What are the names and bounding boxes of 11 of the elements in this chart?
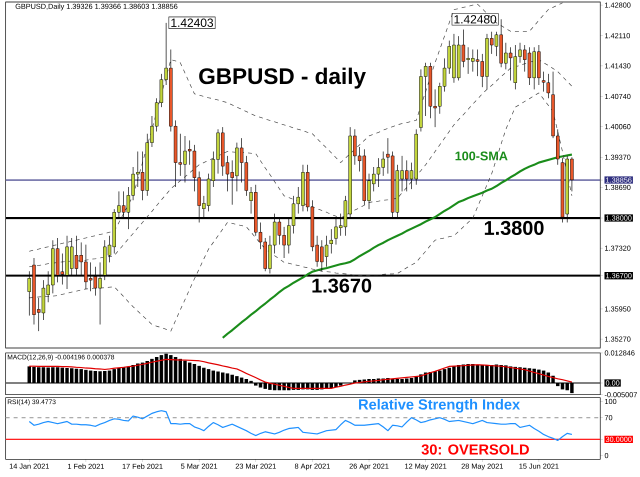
candlestick [546,73,550,98]
annotation: Relative Strength Index [359,398,520,412]
candlestick [330,228,334,254]
ref-line-label: 1.3670 [312,278,372,293]
annotation: 1.42403 [171,18,214,27]
annotation: 1.42480 [454,14,496,24]
candlestick [542,71,546,92]
series-label: 100-SMA [456,151,508,160]
ref-line-label: 1.3800 [484,220,544,235]
text: GBPUSD - daily [199,68,366,89]
annotation: 30: OVERSOLD [422,444,529,455]
